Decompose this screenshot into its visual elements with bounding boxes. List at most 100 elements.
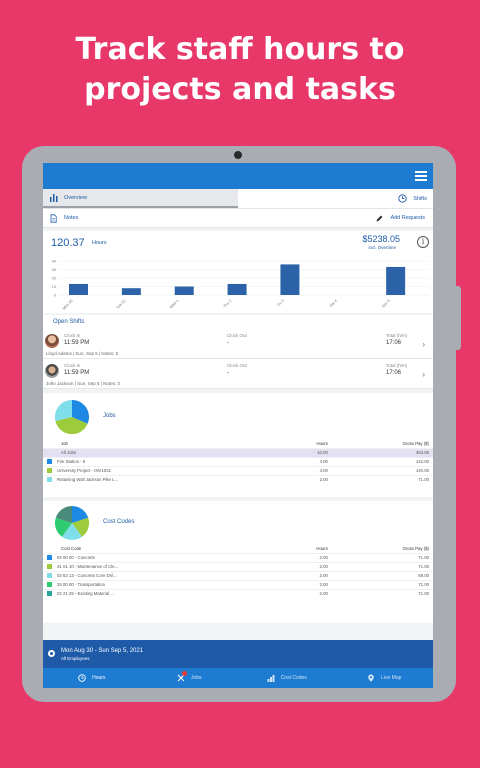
job-name: All Jobs — [43, 447, 275, 457]
cost-code-pay: 71.00 — [331, 579, 433, 589]
clock-icon — [78, 674, 86, 682]
headline-line-2: projects and tasks — [84, 72, 396, 107]
table-row[interactable]: All Jobs 10.00 353.00 — [43, 447, 433, 457]
tab-overview[interactable]: Overview — [43, 189, 238, 208]
chart-bar[interactable] — [69, 283, 88, 295]
nav-cost-codes-label: Cost Codes — [280, 675, 307, 681]
document-icon — [49, 213, 58, 223]
nav-live-map-label: Live Map — [381, 675, 402, 681]
job-pay: 71.00 — [331, 474, 433, 484]
clock-in-value: 11:59 PM — [64, 370, 90, 376]
clock-in-value: 11:59 PM — [64, 340, 90, 346]
job-name: Fire Station - 5 — [57, 458, 86, 464]
chart-x-tick: Mon 30 — [62, 299, 74, 311]
tab-shifts-label: Shifts — [413, 195, 427, 202]
notes-button[interactable]: Notes — [49, 213, 79, 223]
cost-code-hours: 2.00 — [274, 561, 332, 571]
cost-codes-card: Cost Codes Cost Code Hours Gross Pay ($)… — [43, 501, 433, 623]
total-label: Total (h/m) — [386, 333, 408, 338]
chart-bar[interactable] — [280, 264, 300, 295]
nav-hours[interactable]: Hours — [43, 668, 141, 688]
date-range-footer[interactable]: Mon Aug 30 - Sun Sep 5, 2021 All Employe… — [43, 640, 433, 668]
clock-out-label: Clock Out — [227, 363, 247, 368]
table-row[interactable]: University Project - INV1021 4.00 140.00 — [43, 465, 433, 475]
table-row[interactable]: Retaining Wall Jackson Pike L... 2.00 71… — [43, 474, 433, 484]
add-requests-button[interactable]: Add Requests — [375, 214, 425, 223]
tablet-side-button — [455, 286, 461, 350]
shift-row[interactable]: Clock In 11:59 PM Clock Out - Total (h/m… — [43, 329, 433, 359]
nav-jobs[interactable]: Jobs — [141, 668, 239, 688]
chart-x-tick: Tue 31 — [115, 299, 126, 310]
chart-bar[interactable] — [386, 266, 406, 295]
total-label: Total (h/m) — [386, 363, 408, 368]
table-row[interactable]: Fire Station - 5 4.00 142.00 — [43, 456, 433, 466]
avatar — [45, 364, 59, 378]
cost-code-hours: 2.00 — [274, 552, 332, 562]
add-requests-label: Add Requests — [390, 215, 425, 221]
table-row[interactable]: 34 00 00 - Transportation 2.00 71.00 — [43, 579, 433, 589]
table-row[interactable]: 03 63 13 - Concrete Core Dril... 2.00 69… — [43, 570, 433, 580]
color-swatch — [47, 555, 52, 561]
color-swatch — [47, 459, 52, 465]
stacked-bars-icon — [267, 674, 275, 682]
clock-out-label: Clock Out — [227, 333, 247, 338]
gear-icon[interactable] — [48, 650, 55, 657]
chevron-right-icon: › — [422, 340, 425, 349]
table-row[interactable]: 31 01 10 - Maintenance of Cle... 2.00 71… — [43, 561, 433, 571]
chart-x-tick: Wed 1 — [169, 299, 180, 310]
tab-shifts[interactable]: Shifts — [238, 189, 433, 208]
clock-out-value: - — [227, 340, 229, 346]
total-value: 17:06 — [386, 340, 402, 346]
chart-y-tick: 30 — [52, 267, 57, 272]
job-hours: 4.00 — [274, 456, 332, 466]
jobs-pie-chart — [54, 399, 90, 435]
cost-code-pay: 69.00 — [331, 570, 433, 580]
bar-chart-icon — [49, 193, 58, 202]
chart-y-tick: 10 — [52, 284, 57, 289]
color-swatch — [47, 582, 52, 588]
col-job: Job — [61, 440, 68, 446]
job-pay: 353.00 — [331, 447, 433, 457]
open-shifts-list: Clock In 11:59 PM Clock Out - Total (h/m… — [43, 329, 433, 389]
notes-label: Notes — [64, 215, 79, 221]
cost-code-hours: 2.00 — [274, 588, 332, 598]
tablet-camera — [234, 151, 242, 159]
table-row[interactable]: 02 21 25 - Existing Material ... 2.00 71… — [43, 588, 433, 598]
clock-in-label: Clock In — [64, 363, 81, 368]
col-cost-code: Cost Code — [61, 545, 82, 551]
info-icon[interactable]: i — [417, 236, 429, 248]
chart-x-tick: Sat 4 — [329, 299, 338, 308]
chart-bar[interactable] — [174, 286, 194, 296]
color-swatch — [47, 477, 52, 483]
hamburger-menu-icon[interactable] — [415, 171, 427, 183]
nav-cost-codes[interactable]: Cost Codes — [238, 668, 336, 688]
chart-bar[interactable] — [121, 288, 141, 295]
notes-row: Notes Add Requests — [43, 209, 433, 228]
nav-jobs-label: Jobs — [190, 675, 202, 681]
avatar — [45, 334, 59, 348]
clock-icon — [398, 194, 407, 203]
shift-row[interactable]: Clock In 11:59 PM Clock Out - Total (h/m… — [43, 359, 433, 389]
nav-live-map[interactable]: Live Map — [336, 668, 434, 688]
color-swatch — [47, 573, 52, 579]
job-hours: 4.00 — [274, 465, 332, 475]
chart-y-tick: 20 — [52, 276, 57, 281]
job-name: University Project - INV1021 — [57, 467, 111, 473]
pencil-icon — [375, 214, 384, 223]
total-pay-value: $5238.05 — [362, 234, 400, 244]
cost-code-pay: 71.00 — [331, 588, 433, 598]
chart-bar[interactable] — [227, 283, 247, 295]
total-hours-value: 120.37 — [51, 237, 85, 249]
hours-bar-chart: 40 30 20 10 0 Mon 30 Tue 31 Wed 1 Thu 2 Fri 3 Sat … — [43, 257, 433, 313]
app-topbar — [43, 163, 433, 189]
chart-y-tick: 0 — [54, 293, 57, 298]
jobs-card: Jobs Job Hours Gross Pay ($) All Jobs 10… — [43, 393, 433, 497]
table-header: Cost Code Hours Gross Pay ($) — [43, 544, 433, 553]
cost-codes-title: Cost Codes — [103, 519, 135, 525]
bottom-nav: Hours Jobs Cost Codes Live Map — [43, 668, 433, 688]
employee-filter: All Employees — [61, 656, 90, 661]
table-row[interactable]: 03 00 00 - Concrete 2.00 71.00 — [43, 552, 433, 562]
notification-badge — [181, 671, 187, 676]
open-shifts-title: Open Shifts — [43, 315, 433, 329]
cost-code-name: 31 01 10 - Maintenance of Cle... — [57, 563, 119, 569]
